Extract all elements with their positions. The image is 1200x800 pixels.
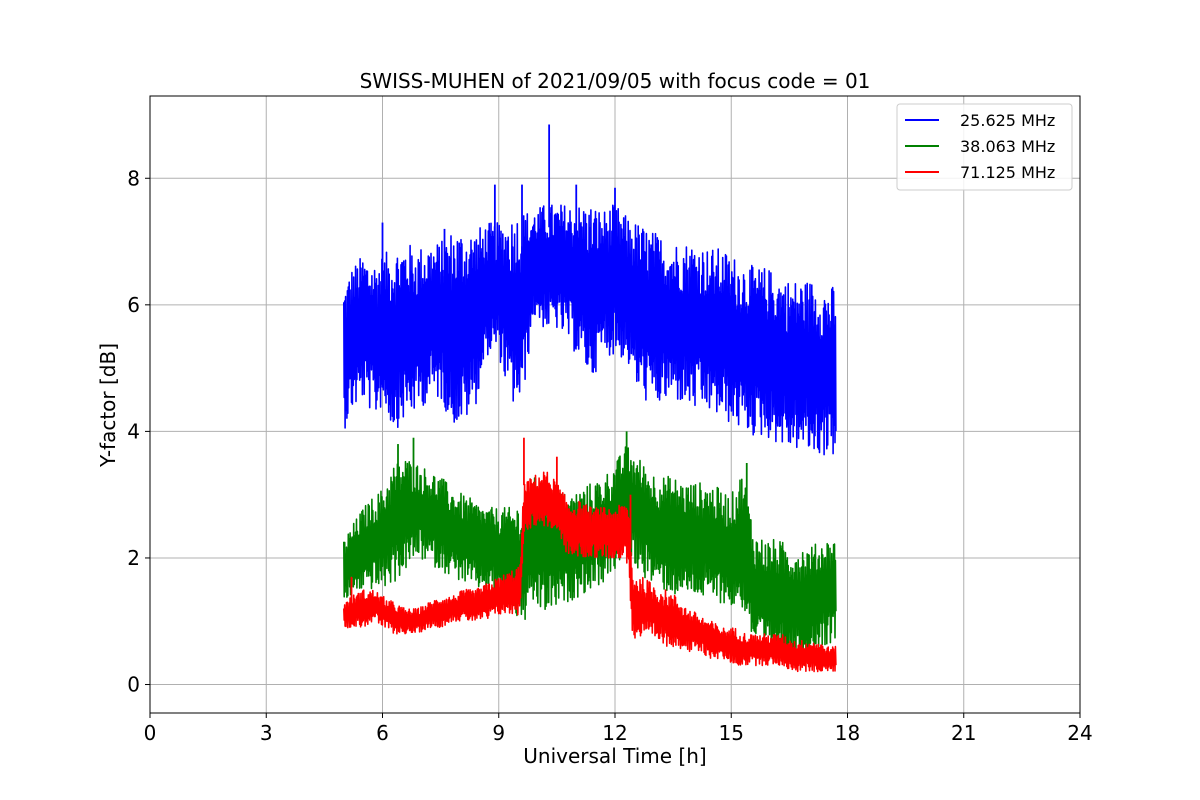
y-tick-label: 0 — [127, 673, 140, 697]
x-tick-label: 15 — [719, 721, 744, 745]
series-line — [343, 204, 837, 456]
x-tick-label: 12 — [602, 721, 627, 745]
legend: 25.625 MHz 38.063 MHz 71.125 MHz — [896, 103, 1073, 191]
y-tick-label: 8 — [127, 166, 140, 190]
series-layer — [343, 124, 837, 673]
x-axis-label: Universal Time [h] — [523, 744, 706, 768]
legend-box — [896, 103, 1073, 191]
y-tick-label: 4 — [127, 419, 140, 443]
legend-label: 25.625 MHz — [960, 111, 1055, 130]
series-71-125-mhz — [343, 437, 837, 673]
series-line — [343, 471, 837, 673]
x-tick-label: 0 — [144, 721, 157, 745]
series-25-625-mhz — [343, 124, 837, 456]
x-tick-label: 21 — [951, 721, 976, 745]
x-tick-label: 9 — [492, 721, 505, 745]
x-tick-label: 6 — [376, 721, 389, 745]
y-tick-label: 2 — [127, 546, 140, 570]
y-tick-label: 6 — [127, 293, 140, 317]
chart-title: SWISS-MUHEN of 2021/09/05 with focus cod… — [360, 69, 871, 93]
legend-label: 71.125 MHz — [960, 163, 1055, 182]
legend-label: 38.063 MHz — [960, 137, 1055, 156]
y-axis-label: Y-factor [dB] — [96, 343, 120, 468]
x-tick-label: 3 — [260, 721, 273, 745]
x-tick-label: 24 — [1067, 721, 1092, 745]
x-tick-label: 18 — [835, 721, 860, 745]
